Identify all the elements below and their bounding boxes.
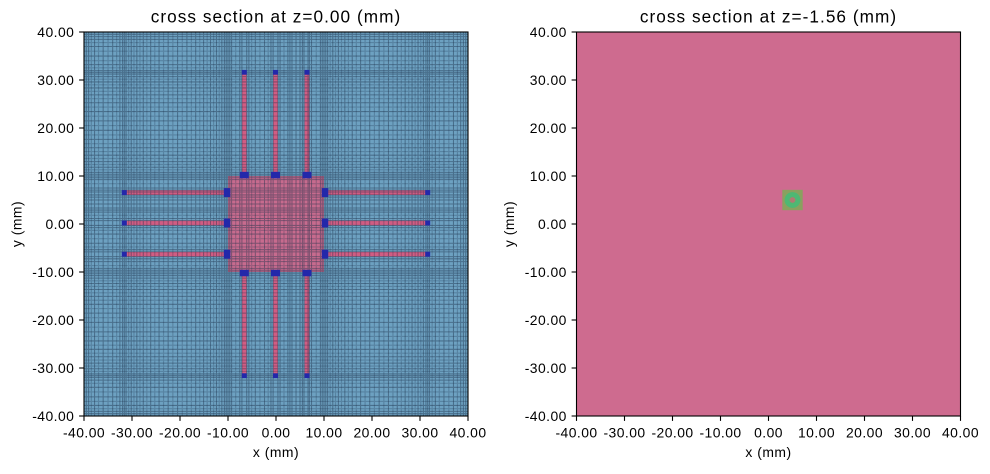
svg-text:-40.00: -40.00 [32, 408, 74, 424]
svg-text:30.00: 30.00 [530, 72, 567, 88]
svg-text:10.00: 10.00 [305, 425, 342, 441]
svg-text:-10.00: -10.00 [699, 425, 741, 441]
svg-text:10.00: 10.00 [37, 168, 74, 184]
svg-text:20.00: 20.00 [37, 120, 74, 136]
svg-text:y (mm): y (mm) [9, 201, 25, 247]
svg-text:x (mm): x (mm) [253, 444, 299, 460]
svg-text:-40.00: -40.00 [525, 408, 567, 424]
svg-text:30.00: 30.00 [37, 72, 74, 88]
svg-text:-20.00: -20.00 [525, 312, 567, 328]
svg-text:-10.00: -10.00 [525, 264, 567, 280]
svg-text:0.00: 0.00 [262, 425, 291, 441]
svg-text:-30.00: -30.00 [32, 360, 74, 376]
svg-text:-20.00: -20.00 [651, 425, 693, 441]
svg-text:10.00: 10.00 [530, 168, 567, 184]
svg-text:-10.00: -10.00 [207, 425, 249, 441]
svg-text:40.00: 40.00 [37, 24, 74, 40]
svg-text:-40.00: -40.00 [555, 425, 597, 441]
svg-text:cross section at z=0.00 (mm): cross section at z=0.00 (mm) [151, 7, 402, 27]
svg-text:40.00: 40.00 [449, 425, 486, 441]
svg-text:-10.00: -10.00 [32, 264, 74, 280]
svg-text:-20.00: -20.00 [159, 425, 201, 441]
svg-text:-40.00: -40.00 [63, 425, 105, 441]
svg-text:40.00: 40.00 [530, 24, 567, 40]
svg-text:x (mm): x (mm) [745, 444, 791, 460]
svg-text:0.00: 0.00 [45, 216, 74, 232]
svg-text:20.00: 20.00 [530, 120, 567, 136]
svg-text:30.00: 30.00 [894, 425, 931, 441]
svg-text:0.00: 0.00 [754, 425, 783, 441]
svg-text:0.00: 0.00 [538, 216, 567, 232]
svg-text:y (mm): y (mm) [501, 201, 517, 247]
svg-text:-20.00: -20.00 [32, 312, 74, 328]
svg-text:30.00: 30.00 [401, 425, 438, 441]
svg-text:-30.00: -30.00 [111, 425, 153, 441]
svg-text:10.00: 10.00 [798, 425, 835, 441]
svg-text:-30.00: -30.00 [603, 425, 645, 441]
svg-text:40.00: 40.00 [942, 425, 979, 441]
svg-text:-30.00: -30.00 [525, 360, 567, 376]
svg-text:20.00: 20.00 [353, 425, 390, 441]
svg-text:cross section at z=-1.56 (mm): cross section at z=-1.56 (mm) [640, 7, 897, 27]
svg-text:20.00: 20.00 [846, 425, 883, 441]
